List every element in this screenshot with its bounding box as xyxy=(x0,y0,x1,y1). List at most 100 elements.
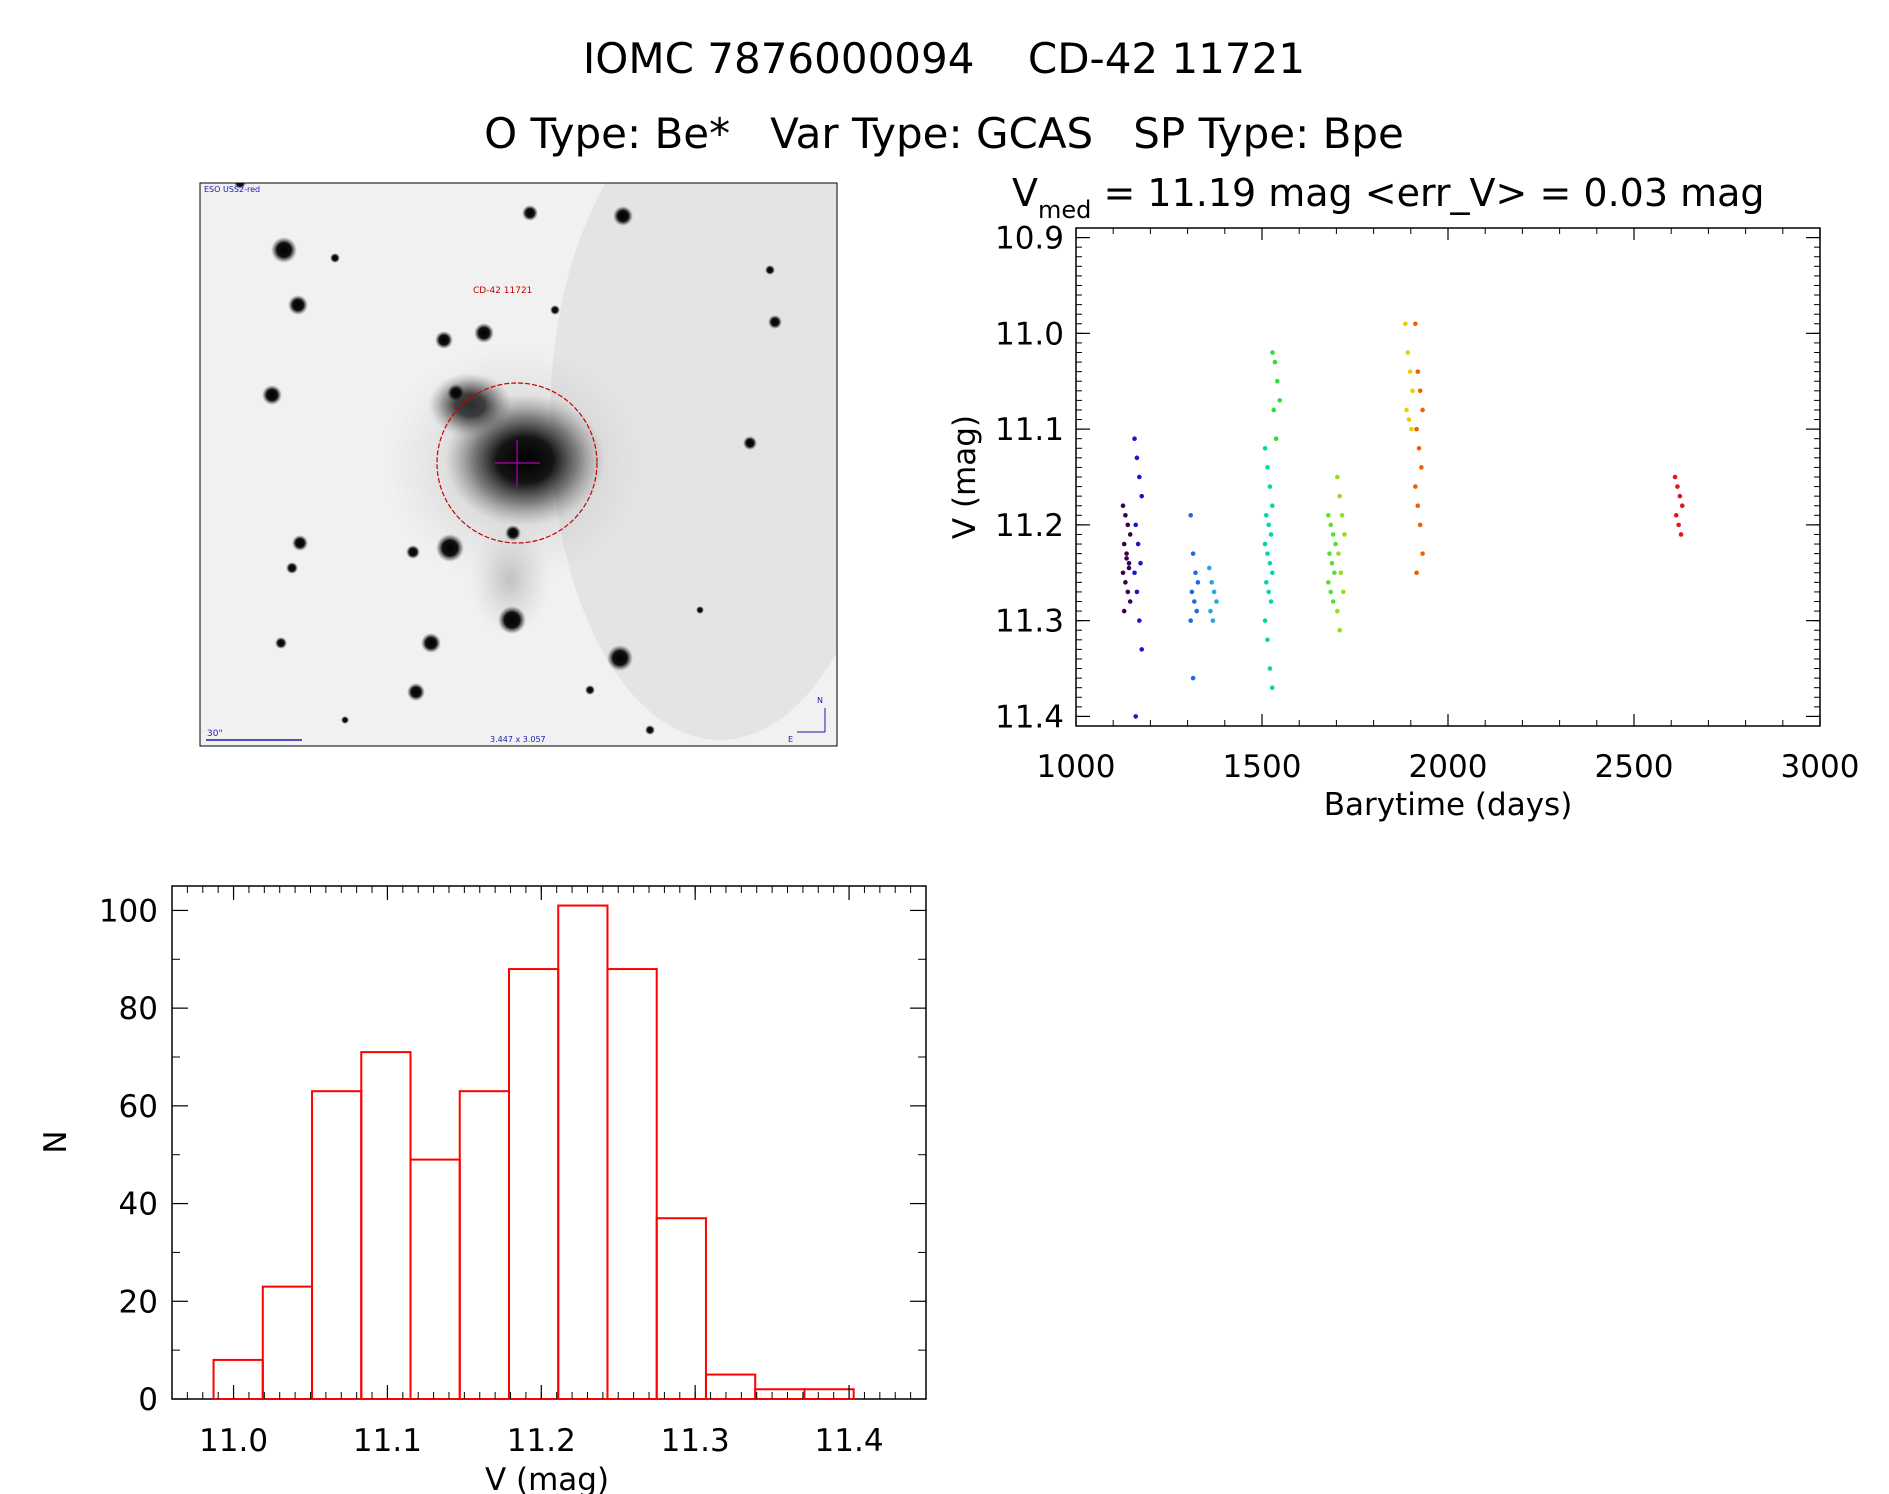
lc-data-point xyxy=(1329,560,1335,566)
lc-data-point xyxy=(1672,474,1678,480)
nebula-arm xyxy=(428,373,512,437)
lc-data-point xyxy=(1403,321,1408,327)
lc-data-point xyxy=(1679,503,1685,509)
star xyxy=(421,633,441,653)
lc-y-tick-label: 10.9 xyxy=(995,221,1064,257)
lc-data-point xyxy=(1410,388,1415,394)
figure-title: IOMC 7876000094 CD-42 11721 xyxy=(583,34,1305,83)
star xyxy=(406,545,420,559)
lc-data-point xyxy=(1208,608,1213,614)
lc-data-point xyxy=(1326,580,1331,585)
star xyxy=(341,716,349,724)
lc-data-point xyxy=(1132,436,1137,441)
figure-subtitle: O Type: Be* Var Type: GCAS SP Type: Bpe xyxy=(484,109,1404,158)
light-curve-chart: Vmed = 11.19 mag <err_V> = 0.03 mag 1000… xyxy=(947,171,1859,823)
lc-data-point xyxy=(1327,551,1332,556)
lc-data-point xyxy=(1334,474,1340,480)
lc-data-point xyxy=(1120,503,1126,509)
lc-x-tick-label: 2500 xyxy=(1595,749,1674,785)
lc-y-tick-label: 11.3 xyxy=(995,604,1064,640)
star xyxy=(262,385,282,405)
lc-x-tick-label: 1500 xyxy=(1223,749,1302,785)
lc-data-point xyxy=(1127,599,1133,604)
lc-y-tick-label: 11.2 xyxy=(995,508,1064,544)
star xyxy=(498,606,526,634)
lc-data-point xyxy=(1328,589,1334,595)
lc-data-point xyxy=(1273,436,1279,441)
star xyxy=(275,637,287,649)
lc-x-tick-label: 2000 xyxy=(1409,749,1488,785)
hist-x-tick-label: 11.3 xyxy=(661,1423,730,1459)
lc-data-point xyxy=(1125,589,1131,595)
lc-data-point xyxy=(1336,551,1341,556)
lc-data-point xyxy=(1269,570,1275,576)
hist-y-tick-label: 20 xyxy=(119,1284,158,1320)
lc-data-point xyxy=(1268,532,1274,537)
lc-data-point xyxy=(1262,618,1268,623)
star xyxy=(522,205,538,221)
lc-data-point xyxy=(1339,513,1345,518)
lc-data-point xyxy=(1265,551,1270,556)
lc-y-axis-label: V (mag) xyxy=(947,415,983,539)
lc-data-point xyxy=(1267,560,1273,566)
target-label: CD-42 11721 xyxy=(473,286,532,296)
lc-data-point xyxy=(1210,618,1216,623)
hist-bar xyxy=(311,1090,363,1400)
lc-data-point xyxy=(1124,551,1129,556)
hist-bar xyxy=(606,968,658,1400)
hist-y-axis-label: N xyxy=(38,1130,74,1153)
lc-data-point xyxy=(1338,570,1344,576)
lc-data-point xyxy=(1677,493,1683,499)
lc-data-point xyxy=(1275,378,1280,384)
lc-data-point xyxy=(1337,627,1342,633)
lc-data-point xyxy=(1139,493,1145,499)
lc-data-point xyxy=(1272,359,1278,365)
star xyxy=(613,206,633,226)
star xyxy=(407,683,425,701)
lc-data-point xyxy=(1417,388,1423,394)
lc-data-point xyxy=(1121,541,1127,547)
hist-bar xyxy=(507,968,560,1400)
lc-data-point xyxy=(1270,350,1275,355)
lc-data-point xyxy=(1126,560,1132,566)
hist-bar xyxy=(261,1285,314,1400)
star xyxy=(765,265,775,275)
lc-data-point xyxy=(1404,407,1409,413)
sky-image: ESO USS2-red CD-42 11721 30" 3.447 x 3.0… xyxy=(199,182,838,747)
star xyxy=(292,535,308,551)
lc-data-point xyxy=(1266,589,1271,595)
star xyxy=(550,305,560,315)
lc-y-tick-label: 11.4 xyxy=(995,699,1064,735)
size-label: 3.447 x 3.057 xyxy=(490,735,546,744)
hist-y-tick-label: 40 xyxy=(119,1187,158,1223)
lc-title: Vmed = 11.19 mag <err_V> = 0.03 mag xyxy=(1012,171,1765,224)
lc-plot-frame xyxy=(1075,227,1821,727)
lc-data-point xyxy=(1134,589,1140,595)
star xyxy=(288,295,308,315)
lc-data-point xyxy=(1420,551,1425,556)
star xyxy=(607,645,633,671)
star xyxy=(645,725,655,735)
lc-data-point xyxy=(1125,522,1131,528)
hist-bar xyxy=(458,1090,510,1400)
lc-data-point xyxy=(1265,465,1270,470)
nebula-tail xyxy=(470,525,550,635)
hist-x-tick-label: 11.2 xyxy=(507,1423,576,1459)
lc-data-point xyxy=(1123,513,1128,518)
target-circle xyxy=(436,382,598,544)
lc-data-point xyxy=(1269,503,1275,509)
sky-image-frame xyxy=(199,182,838,747)
lc-data-point xyxy=(1267,666,1273,671)
lc-data-point xyxy=(1415,503,1421,509)
lc-data-point xyxy=(1133,522,1139,528)
lc-data-point xyxy=(1342,532,1347,537)
hist-x-tick-label: 11.0 xyxy=(199,1423,268,1459)
lc-data-point xyxy=(1405,350,1411,355)
lc-title-sub: med xyxy=(1038,196,1091,224)
hist-bar xyxy=(557,904,609,1400)
lc-data-point xyxy=(1267,484,1273,489)
lc-data-point xyxy=(1195,580,1201,585)
lc-data-point xyxy=(1123,580,1128,585)
star xyxy=(234,183,246,189)
